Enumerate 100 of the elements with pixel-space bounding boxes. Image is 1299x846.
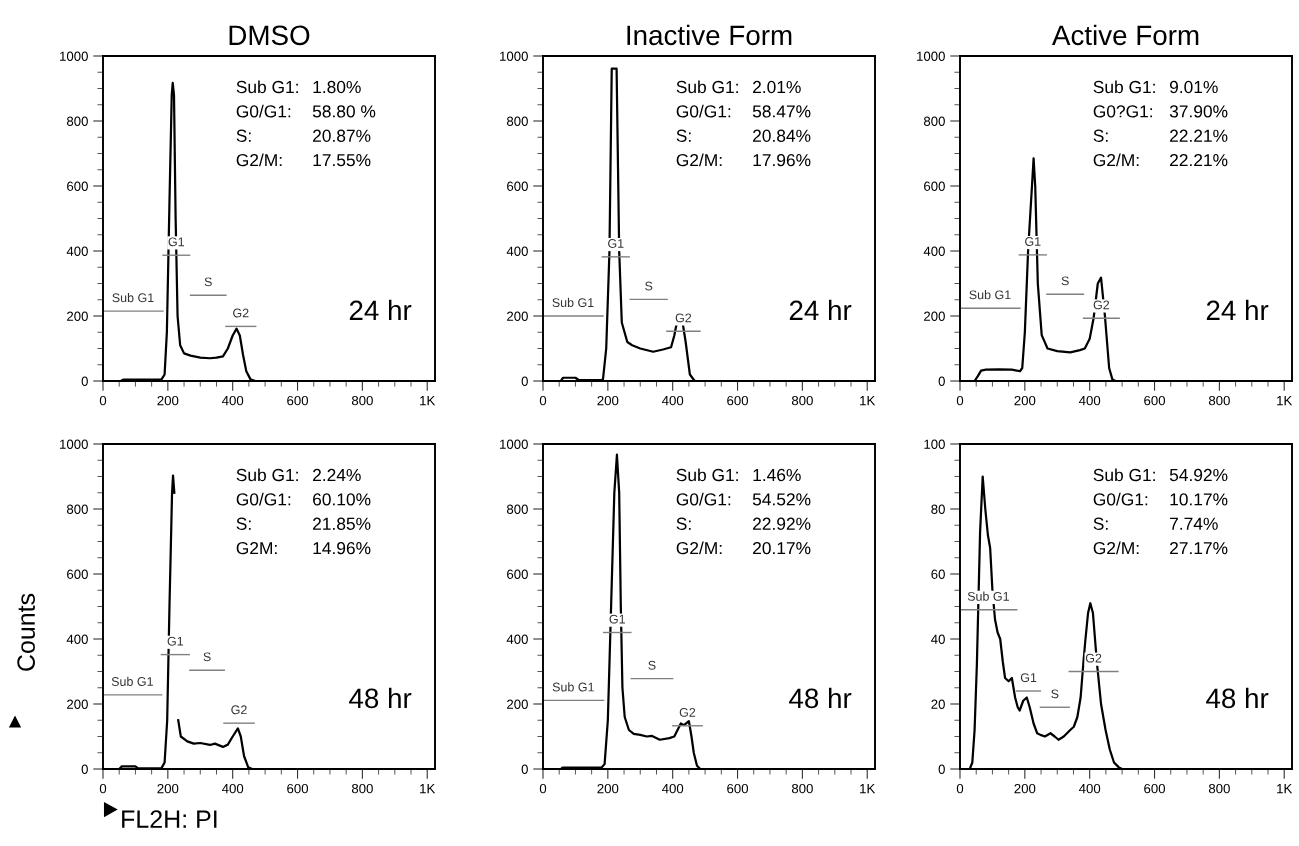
y-tick-label: 200 xyxy=(67,311,88,321)
text: G0/G1: 60.10% xyxy=(236,492,371,506)
series-label: G2 xyxy=(679,707,696,717)
y-tick-label: 400 xyxy=(923,246,945,256)
y-tick-label: 100 xyxy=(924,439,945,449)
x-axis-title: FL2H: PI xyxy=(122,810,217,828)
x-tick-label: 400 xyxy=(221,395,244,406)
series-label: G2 xyxy=(1093,300,1110,310)
text: S: 20.84% xyxy=(676,129,811,142)
y-tick-label: 0 xyxy=(521,376,528,386)
annotation: 48 hr xyxy=(1206,687,1269,709)
chart-title: DMSO xyxy=(229,25,310,46)
annotation: 48 hr xyxy=(789,687,852,709)
series-label: G1 xyxy=(608,239,624,248)
annotation: 24 hr xyxy=(349,299,412,320)
y-tick-label: 800 xyxy=(66,116,88,126)
text: G2/M: 17.96% xyxy=(676,153,811,167)
annotation: 48 hr xyxy=(349,687,412,709)
annotation: Sub G1: 9.01% xyxy=(1093,80,1218,94)
x-tick-label: 600 xyxy=(727,783,749,794)
x-tick-label: 400 xyxy=(221,783,244,794)
x-tick-label: 0 xyxy=(956,395,964,406)
text: S: 22.92% xyxy=(676,517,811,530)
text: G0/G1: 54.52% xyxy=(676,492,811,506)
y-tick-label: 0 xyxy=(81,764,88,774)
y-tick-label: 400 xyxy=(506,634,528,644)
x-tick-label: 800 xyxy=(791,783,813,794)
y-tick-label: 1000 xyxy=(60,439,88,449)
series-label: S xyxy=(645,281,653,291)
y-tick-label: 400 xyxy=(66,246,88,256)
series-label: Sub G1 xyxy=(112,292,154,303)
y-tick-label: 400 xyxy=(506,246,528,256)
text: S: 22.21% xyxy=(1093,129,1228,142)
y-tick-label: 600 xyxy=(67,569,88,579)
y-tick-label: 40 xyxy=(931,634,945,644)
x-tick-label: 600 xyxy=(287,783,309,794)
series-label: Sub G1 xyxy=(111,676,153,686)
text: G0/G1: 58.47% xyxy=(676,104,811,118)
y-tick-label: 0 xyxy=(521,764,528,774)
text: G2/M: 17.55% xyxy=(236,153,371,167)
x-tick-label: 1K xyxy=(420,396,436,406)
x-tick-label: 400 xyxy=(1078,395,1101,406)
y-tick-label: 0 xyxy=(938,376,945,386)
y-tick-label: 200 xyxy=(924,311,945,321)
y-tick-label: 1000 xyxy=(500,439,528,449)
text: G2/M: 27.17% xyxy=(1093,541,1228,555)
annotation: 24 hr xyxy=(1206,299,1269,320)
x-tick-label: 200 xyxy=(1014,395,1036,406)
y-tick-label: 600 xyxy=(924,181,945,191)
annotation: Sub G1: 1.80% xyxy=(236,80,361,94)
x-tick-label: 200 xyxy=(1014,783,1036,794)
x-tick-label: 800 xyxy=(351,395,373,406)
series-label: G1 xyxy=(168,237,184,247)
x-tick-label: 1K xyxy=(420,784,436,794)
x-tick-label: 800 xyxy=(1208,395,1230,406)
series-label: Sub G1 xyxy=(552,682,594,692)
y-tick-label: 20 xyxy=(931,699,945,709)
series-label: G2 xyxy=(233,308,249,318)
y-tick-label: 1000 xyxy=(60,51,88,61)
series-label: Sub G1 xyxy=(969,290,1011,300)
x-tick-label: 800 xyxy=(351,783,373,794)
y-tick-label: 800 xyxy=(506,116,528,126)
y-tick-label: 800 xyxy=(923,116,945,126)
chart-title: Inactive Form xyxy=(627,24,792,46)
y-tick-label: 1000 xyxy=(500,51,528,61)
y-tick-label: 200 xyxy=(67,699,88,709)
y-tick-label: 600 xyxy=(67,181,88,191)
x-tick-label: 600 xyxy=(1144,783,1166,794)
x-tick-label: 200 xyxy=(597,395,619,406)
x-tick-label: 1K xyxy=(1277,396,1293,406)
series-label: S xyxy=(648,660,656,670)
series-label: G2 xyxy=(1085,653,1102,663)
x-tick-label: 1K xyxy=(1277,784,1293,794)
series-label: Sub G1 xyxy=(552,297,594,308)
series-label: G2 xyxy=(231,705,247,715)
text: S: 20.87% xyxy=(236,129,371,142)
y-tick-label: 400 xyxy=(66,634,88,644)
x-tick-label: 400 xyxy=(661,783,684,794)
x-tick-label: 200 xyxy=(597,783,619,794)
x-tick-label: 200 xyxy=(157,395,179,406)
text: G2M: 14.96% xyxy=(236,541,371,555)
x-tick-label: 0 xyxy=(539,395,547,406)
x-tick-label: 600 xyxy=(727,395,749,406)
text: S: 21.85% xyxy=(236,517,371,530)
y-tick-label: 60 xyxy=(931,569,945,579)
y-tick-label: 200 xyxy=(507,699,528,709)
series-label: S xyxy=(1061,276,1069,286)
y-tick-label: 200 xyxy=(507,311,528,321)
series-label: S xyxy=(1051,689,1059,699)
annotation: G0?G1: 37.90% xyxy=(1093,105,1228,118)
series-label: G1 xyxy=(609,614,625,624)
x-tick-label: 600 xyxy=(287,395,309,406)
annotation: Sub G1: 2.24% xyxy=(236,468,361,482)
text: G0/G1: 58.80 % xyxy=(236,104,376,118)
x-tick-label: 0 xyxy=(956,783,964,794)
y-tick-label: 800 xyxy=(506,504,528,514)
text: S: 7.74% xyxy=(1093,517,1218,530)
chart-title: Active Form xyxy=(1051,24,1199,46)
series-label: G2 xyxy=(675,313,692,323)
y-tick-label: 600 xyxy=(507,181,528,191)
